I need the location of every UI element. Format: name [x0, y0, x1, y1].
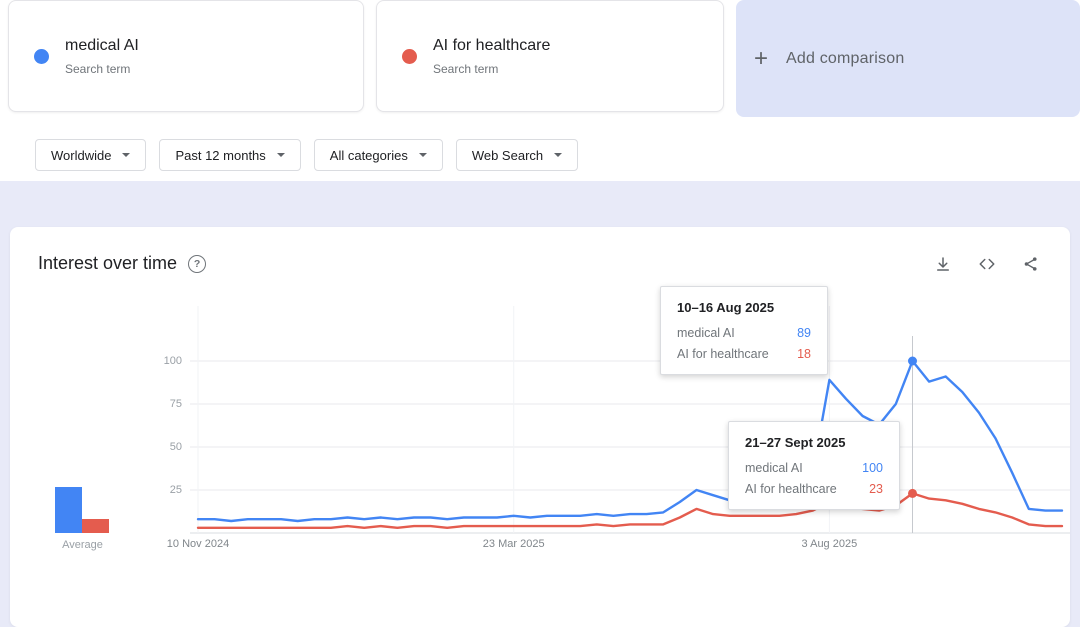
filter-bar: Worldwide Past 12 months All categories … [0, 117, 1080, 171]
help-icon[interactable]: ? [188, 254, 207, 273]
tooltip-series-label: medical AI [677, 326, 735, 340]
y-axis-label: 75 [169, 398, 182, 410]
x-axis-label: 3 Aug 2025 [801, 538, 858, 550]
search-terms-row: medical AI Search term AI for healthcare… [0, 0, 1080, 117]
average-bar-ai-for-healthcare [82, 519, 109, 533]
tooltip-date: 21–27 Sept 2025 [745, 435, 846, 450]
geo-filter-value: Worldwide [51, 147, 112, 163]
time-filter-dropdown[interactable]: Past 12 months [159, 139, 301, 171]
y-axis-label: 100 [163, 355, 182, 367]
category-filter-value: All categories [329, 147, 408, 163]
series-dot-blue [34, 48, 49, 64]
content-area: Interest over time ? Average 25 50 75 100 1… [0, 181, 1080, 627]
download-icon[interactable] [934, 255, 952, 273]
term-label: AI for healthcare [433, 36, 551, 54]
tooltip-series-label: AI for healthcare [677, 347, 769, 361]
average-bar-medical-ai [55, 487, 82, 533]
chevron-down-icon [276, 153, 285, 157]
chart-card-header: Interest over time ? [10, 227, 1070, 296]
geo-filter-dropdown[interactable]: Worldwide [35, 139, 147, 171]
tooltip-series-label: medical AI [745, 461, 803, 475]
property-filter-value: Web Search [471, 147, 544, 163]
chevron-down-icon [418, 153, 427, 157]
category-filter-dropdown[interactable]: All categories [313, 139, 443, 171]
embed-icon[interactable] [978, 255, 996, 273]
plot-area[interactable]: 10 Nov 2024 23 Mar 2025 3 Aug 2025 [167, 296, 1070, 596]
term-text-block: AI for healthcare Search term [433, 37, 550, 76]
chart-title: Interest over time [38, 253, 178, 273]
tooltip-date: 10–16 Aug 2025 [677, 300, 775, 315]
tooltip-series-value: 89 [797, 326, 811, 340]
chart-area: Average 25 50 75 100 10 Nov 2024 23 Mar 2025… [10, 286, 1070, 596]
chevron-down-icon [122, 153, 131, 157]
property-filter-dropdown[interactable]: Web Search [455, 139, 579, 171]
term-sublabel: Search term [433, 61, 499, 76]
chevron-down-icon [554, 153, 563, 157]
time-filter-value: Past 12 months [175, 147, 266, 163]
term-text-block: medical AI Search term [65, 37, 139, 76]
average-label: Average [62, 539, 103, 551]
tooltip-aug: 10–16 Aug 2025 medical AI 89 AI for heal… [660, 286, 828, 375]
term-card-ai-for-healthcare[interactable]: AI for healthcare Search term [376, 0, 724, 112]
tooltip-series-value: 23 [869, 482, 883, 496]
term-sublabel: Search term [65, 61, 131, 76]
interest-over-time-card: Interest over time ? Average 25 50 75 100 1… [10, 227, 1070, 627]
x-axis-label: 10 Nov 2024 [166, 538, 230, 550]
add-comparison-button[interactable]: + Add comparison [736, 0, 1080, 117]
x-axis-label: 23 Mar 2025 [482, 538, 545, 550]
y-axis-label: 25 [169, 484, 182, 496]
tooltip-series-label: AI for healthcare [745, 482, 837, 496]
tooltip-series-value: 100 [862, 461, 883, 475]
term-card-medical-ai[interactable]: medical AI Search term [8, 0, 364, 112]
add-comparison-label: Add comparison [786, 49, 905, 67]
y-axis-label: 50 [169, 441, 182, 453]
header-area: medical AI Search term AI for healthcare… [0, 0, 1080, 181]
plus-icon: + [754, 44, 769, 72]
share-icon[interactable] [1022, 255, 1040, 273]
tooltip-sept: 21–27 Sept 2025 medical AI 100 AI for he… [728, 421, 900, 510]
trend-lines [190, 306, 1070, 534]
term-label: medical AI [65, 36, 139, 54]
tooltip-series-value: 18 [797, 347, 811, 361]
y-axis-labels: 25 50 75 100 [140, 296, 185, 556]
series-dot-red [402, 48, 417, 64]
